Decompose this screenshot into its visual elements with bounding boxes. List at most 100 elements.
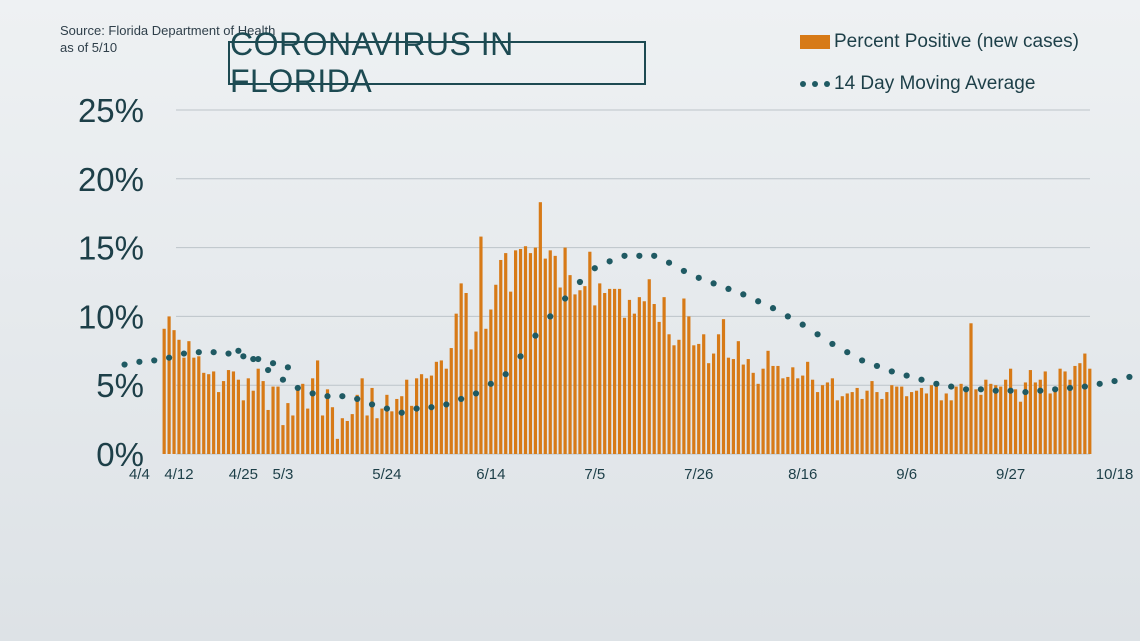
average-point — [799, 321, 806, 328]
bar — [657, 321, 661, 454]
bar — [890, 385, 894, 454]
bar — [286, 403, 290, 454]
bar — [449, 348, 453, 454]
bar — [390, 411, 394, 454]
bar — [350, 414, 354, 454]
average-point — [309, 390, 316, 397]
bar — [385, 394, 389, 454]
bar — [910, 392, 914, 454]
average-point — [383, 405, 390, 412]
bar — [439, 360, 443, 454]
bar — [850, 392, 854, 454]
bar — [221, 381, 226, 454]
bar — [751, 372, 755, 454]
bar — [276, 386, 280, 454]
average-point — [472, 390, 480, 397]
bar — [335, 438, 339, 454]
legend-item-bars: Percent Positive (new cases) — [800, 30, 1079, 54]
bar — [1018, 401, 1023, 454]
bar — [974, 389, 978, 454]
bar — [217, 392, 221, 454]
bar — [454, 313, 458, 454]
bar — [523, 246, 528, 454]
bar — [786, 376, 790, 454]
average-point — [398, 409, 405, 416]
average-point — [873, 362, 881, 370]
bar — [870, 381, 874, 454]
average-point — [225, 350, 232, 357]
bar — [1078, 363, 1082, 454]
bar — [949, 400, 953, 454]
bar — [924, 393, 929, 454]
bar — [1068, 379, 1072, 454]
bar — [815, 392, 820, 454]
bar — [464, 293, 468, 454]
average-point — [992, 387, 999, 394]
bar — [801, 375, 805, 454]
bar — [766, 350, 770, 454]
bar — [919, 387, 924, 454]
bar — [330, 407, 335, 454]
x-tick-label: 4/4 — [129, 466, 150, 483]
average-point — [166, 354, 173, 361]
average-point — [1126, 373, 1133, 381]
bar — [622, 317, 627, 454]
bar — [172, 330, 176, 454]
source-note: Source: Florida Department of Health as … — [60, 22, 275, 56]
bar — [375, 418, 379, 454]
bar — [895, 386, 899, 454]
bar — [558, 287, 562, 454]
average-point — [740, 291, 747, 298]
bar — [251, 390, 255, 454]
bar — [736, 341, 740, 454]
average-point — [413, 405, 420, 412]
bar — [424, 378, 429, 454]
bar — [1023, 382, 1028, 454]
bar — [855, 387, 859, 454]
bar — [667, 334, 671, 454]
x-tick-label: 6/14 — [476, 466, 505, 483]
average-point — [621, 252, 628, 259]
average-point — [354, 395, 361, 403]
average-point — [977, 386, 985, 393]
y-tick-label: 0% — [96, 436, 144, 473]
bar — [1053, 387, 1057, 454]
average-point — [547, 313, 554, 320]
bar — [281, 425, 285, 454]
bar — [226, 370, 231, 454]
average-point — [1111, 377, 1118, 385]
bar — [444, 368, 448, 454]
x-tick-label: 8/16 — [788, 466, 817, 483]
bar — [603, 293, 607, 454]
bar — [325, 389, 330, 454]
average-point — [651, 252, 658, 259]
average-point — [1096, 380, 1103, 387]
bar — [360, 378, 364, 454]
bar — [261, 381, 265, 454]
average-point — [339, 393, 346, 400]
bar — [726, 357, 731, 454]
bar — [929, 385, 933, 454]
bar — [1004, 379, 1008, 454]
bar — [212, 371, 216, 454]
bar — [865, 390, 869, 454]
bar — [613, 288, 617, 454]
bar — [712, 353, 716, 454]
average-point — [859, 357, 866, 364]
bar — [905, 396, 909, 454]
bar — [494, 284, 498, 454]
bar — [514, 250, 518, 454]
bar — [568, 275, 572, 454]
bar — [825, 382, 830, 454]
bar — [1048, 393, 1052, 454]
average-point — [279, 376, 287, 383]
bar — [434, 361, 438, 454]
x-tick-label: 5/3 — [273, 466, 294, 483]
bar — [627, 299, 632, 454]
average-point — [502, 371, 509, 378]
bar — [316, 360, 320, 454]
bar — [236, 379, 240, 454]
bar — [994, 385, 998, 454]
average-point — [591, 265, 598, 272]
y-axis-ticks: 0% 5% 10% 15% 20% 25% — [78, 92, 144, 473]
